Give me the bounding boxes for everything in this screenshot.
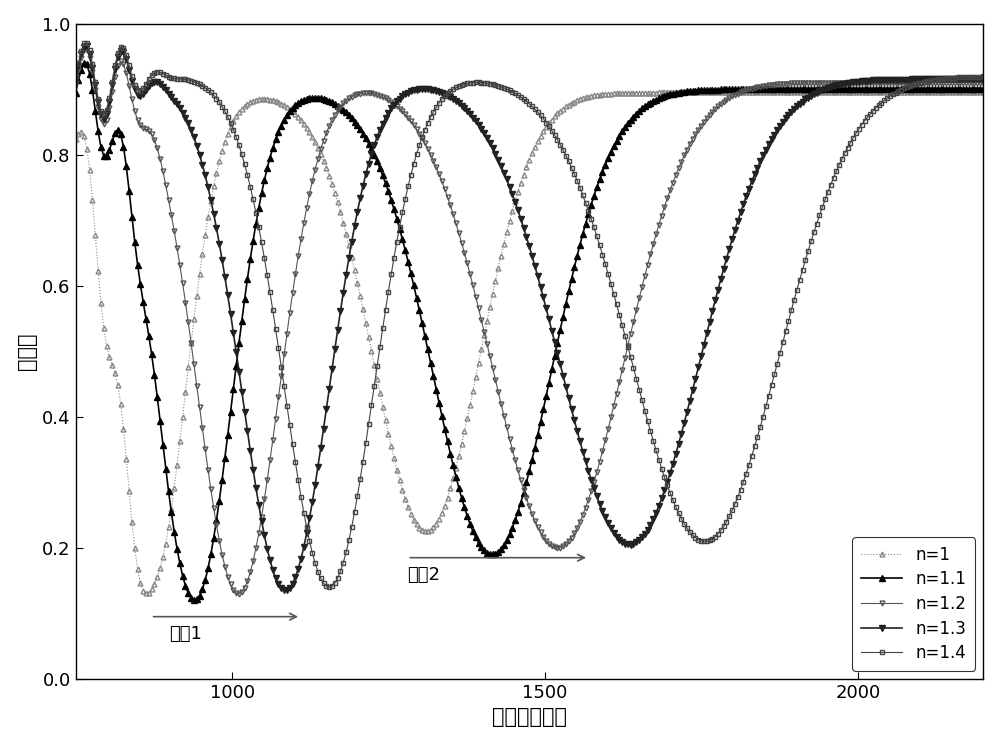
n=1.2 — [878, 78, 890, 87]
n=1 — [430, 519, 442, 528]
n=1.3 — [433, 88, 445, 97]
n=1.2 — [270, 414, 282, 423]
n=1.2 — [627, 317, 639, 326]
n=1.1 — [684, 86, 696, 95]
n=1 — [875, 88, 887, 97]
n=1.4 — [596, 250, 608, 259]
Legend: n=1, n=1.1, n=1.2, n=1.3, n=1.4: n=1, n=1.1, n=1.2, n=1.3, n=1.4 — [852, 537, 975, 670]
Line: n=1: n=1 — [73, 90, 1000, 596]
n=1.4 — [627, 364, 639, 373]
n=1.4 — [81, 39, 93, 48]
n=1.3 — [81, 42, 93, 51]
n=1.1 — [596, 167, 608, 176]
n=1.3 — [278, 586, 290, 594]
n=1 — [267, 96, 279, 105]
n=1 — [140, 589, 152, 598]
n=1.1 — [627, 112, 639, 121]
n=1.4 — [70, 71, 82, 80]
n=1.1 — [70, 88, 82, 97]
n=1.1 — [188, 596, 200, 605]
Line: n=1.2: n=1.2 — [73, 48, 1000, 596]
Text: 模式2: 模式2 — [407, 566, 440, 584]
Y-axis label: 透射谱: 透射谱 — [17, 333, 37, 370]
n=1.2 — [684, 140, 696, 149]
n=1.3 — [267, 565, 279, 574]
n=1.2 — [70, 78, 82, 87]
n=1.1 — [433, 398, 445, 407]
n=1 — [594, 90, 606, 99]
n=1.3 — [70, 75, 82, 84]
n=1.3 — [627, 539, 639, 548]
n=1 — [625, 89, 637, 97]
n=1.1 — [270, 135, 282, 144]
n=1.3 — [596, 507, 608, 516]
n=1 — [70, 134, 82, 143]
n=1.3 — [878, 76, 890, 85]
n=1.2 — [433, 170, 445, 179]
n=1.4 — [433, 98, 445, 107]
n=1.1 — [878, 85, 890, 94]
Line: n=1.4: n=1.4 — [73, 40, 1000, 589]
n=1.2 — [81, 45, 93, 54]
n=1.4 — [267, 306, 279, 315]
Line: n=1.1: n=1.1 — [72, 60, 1000, 603]
n=1.2 — [596, 446, 608, 455]
n=1.4 — [323, 583, 335, 591]
Line: n=1.3: n=1.3 — [72, 43, 1000, 594]
n=1.3 — [684, 397, 696, 405]
n=1.4 — [684, 527, 696, 536]
n=1 — [681, 88, 693, 97]
n=1.4 — [878, 96, 890, 105]
X-axis label: 波长（纳米）: 波长（纳米） — [492, 708, 567, 728]
n=1 — [878, 88, 890, 97]
n=1.1 — [78, 59, 90, 68]
Text: 模式1: 模式1 — [169, 625, 202, 643]
n=1.2 — [233, 589, 245, 598]
